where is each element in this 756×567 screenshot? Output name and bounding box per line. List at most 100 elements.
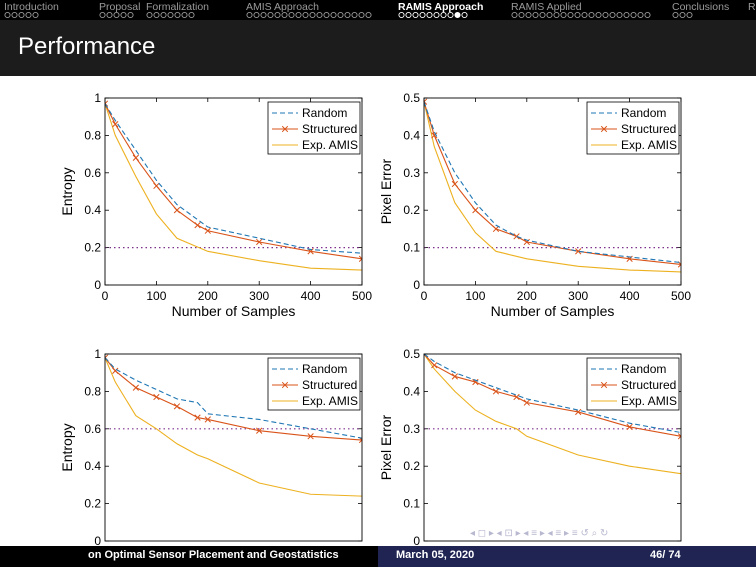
nav-dot[interactable] — [106, 11, 113, 19]
y-axis-label: Entropy — [59, 423, 75, 471]
x-tick-label: 300 — [568, 289, 588, 303]
nav-dot[interactable] — [11, 11, 18, 19]
nav-dot[interactable] — [546, 11, 553, 19]
nav-section-introduction[interactable]: Introduction — [4, 1, 59, 13]
y-tick-label: 0.8 — [84, 128, 101, 142]
axes-frame — [423, 97, 682, 286]
nav-dot[interactable] — [25, 11, 32, 19]
nav-dot[interactable] — [581, 11, 588, 19]
nav-dot[interactable] — [323, 11, 330, 19]
nav-dot[interactable] — [18, 11, 25, 19]
nav-section-ramis-applied[interactable]: RAMIS Applied — [511, 1, 582, 13]
nav-section-dots[interactable] — [398, 11, 470, 19]
nav-dot[interactable] — [595, 11, 602, 19]
nav-section-formalization[interactable]: Formalization — [146, 1, 210, 13]
nav-dot[interactable] — [637, 11, 644, 19]
nav-dot[interactable] — [344, 11, 351, 19]
nav-dot[interactable] — [511, 11, 518, 19]
nav-dot[interactable] — [316, 11, 323, 19]
data-point — [472, 207, 479, 214]
nav-dot[interactable] — [309, 11, 316, 19]
nav-dot[interactable] — [160, 11, 167, 19]
nav-dot[interactable] — [398, 11, 405, 19]
nav-dot[interactable] — [288, 11, 295, 19]
nav-dot[interactable] — [246, 11, 253, 19]
nav-dot[interactable] — [588, 11, 595, 19]
data-point — [153, 393, 160, 401]
nav-dot[interactable] — [623, 11, 630, 19]
nav-dot[interactable] — [113, 11, 120, 19]
legend-entry: Exp. AMIS — [621, 394, 677, 408]
nav-dot[interactable] — [539, 11, 546, 19]
nav-dot[interactable] — [274, 11, 281, 19]
nav-dot[interactable] — [260, 11, 267, 19]
nav-section-dots[interactable] — [146, 11, 197, 19]
nav-dot[interactable] — [447, 11, 454, 19]
nav-dot[interactable] — [553, 11, 560, 19]
nav-dot[interactable] — [146, 11, 153, 19]
nav-dot[interactable] — [167, 11, 174, 19]
nav-dot[interactable] — [120, 11, 127, 19]
nav-dot[interactable] — [412, 11, 419, 19]
nav-dot[interactable] — [153, 11, 160, 19]
nav-dot[interactable] — [99, 11, 106, 19]
nav-section-r[interactable]: R — [748, 1, 756, 13]
legend-entry: Structured — [621, 122, 676, 136]
nav-dot[interactable] — [461, 11, 468, 19]
x-tick-label: 200 — [198, 289, 218, 303]
nav-dot[interactable] — [181, 11, 188, 19]
y-tick-label: 0.1 — [403, 497, 420, 511]
nav-dot[interactable] — [567, 11, 574, 19]
nav-dot[interactable] — [174, 11, 181, 19]
nav-dot[interactable] — [188, 11, 195, 19]
nav-section-proposal[interactable]: Proposal — [99, 1, 141, 13]
nav-section-dots[interactable] — [4, 11, 41, 19]
nav-section-amis-approach[interactable]: AMIS Approach — [246, 1, 319, 13]
data-point — [112, 121, 119, 128]
nav-dot[interactable] — [525, 11, 532, 19]
nav-section-dots[interactable] — [672, 11, 695, 19]
nav-dot[interactable] — [609, 11, 616, 19]
nav-dot[interactable] — [440, 11, 447, 19]
nav-section-ramis-approach[interactable]: RAMIS Approach — [398, 1, 484, 13]
nav-dot[interactable] — [679, 11, 686, 19]
nav-dot[interactable] — [454, 11, 461, 19]
nav-dot[interactable] — [358, 11, 365, 19]
nav-dot[interactable] — [433, 11, 440, 19]
nav-dot[interactable] — [127, 11, 134, 19]
nav-dot[interactable] — [32, 11, 39, 19]
nav-dot[interactable] — [351, 11, 358, 19]
nav-dot[interactable] — [616, 11, 623, 19]
data-point — [575, 248, 582, 255]
beamer-navigation-symbols[interactable]: ◂ ◻ ▸ ◂ ⊡ ▸ ◂ ≡ ▸ ◂ ≡ ▸ ≡ ↺ ⌕ ↻ — [470, 528, 609, 539]
footer-page-number: 46/ 74 — [650, 549, 681, 561]
nav-dot[interactable] — [574, 11, 581, 19]
nav-dot[interactable] — [426, 11, 433, 19]
nav-dot[interactable] — [4, 11, 11, 19]
legend-marker — [281, 125, 289, 133]
nav-dot[interactable] — [560, 11, 567, 19]
nav-dot[interactable] — [644, 11, 651, 19]
series-line-exp-amis — [424, 354, 681, 475]
nav-dot[interactable] — [365, 11, 372, 19]
nav-dot[interactable] — [405, 11, 412, 19]
nav-dot[interactable] — [602, 11, 609, 19]
nav-section-dots[interactable] — [99, 11, 136, 19]
nav-dot[interactable] — [630, 11, 637, 19]
nav-dot[interactable] — [302, 11, 309, 19]
nav-dot[interactable] — [419, 11, 426, 19]
nav-dot[interactable] — [253, 11, 260, 19]
nav-dot[interactable] — [295, 11, 302, 19]
nav-dot[interactable] — [672, 11, 679, 19]
nav-section-dots[interactable] — [246, 11, 374, 19]
nav-section-conclusions[interactable]: Conclusions — [672, 1, 730, 13]
nav-dot[interactable] — [330, 11, 337, 19]
nav-dot[interactable] — [686, 11, 693, 19]
section-navigation: Introduction Proposal Formalization AMIS Ap… — [0, 0, 756, 20]
nav-dot[interactable] — [267, 11, 274, 19]
nav-section-dots[interactable] — [511, 11, 653, 19]
nav-dot[interactable] — [518, 11, 525, 19]
nav-dot[interactable] — [281, 11, 288, 19]
nav-dot[interactable] — [532, 11, 539, 19]
nav-dot[interactable] — [337, 11, 344, 19]
